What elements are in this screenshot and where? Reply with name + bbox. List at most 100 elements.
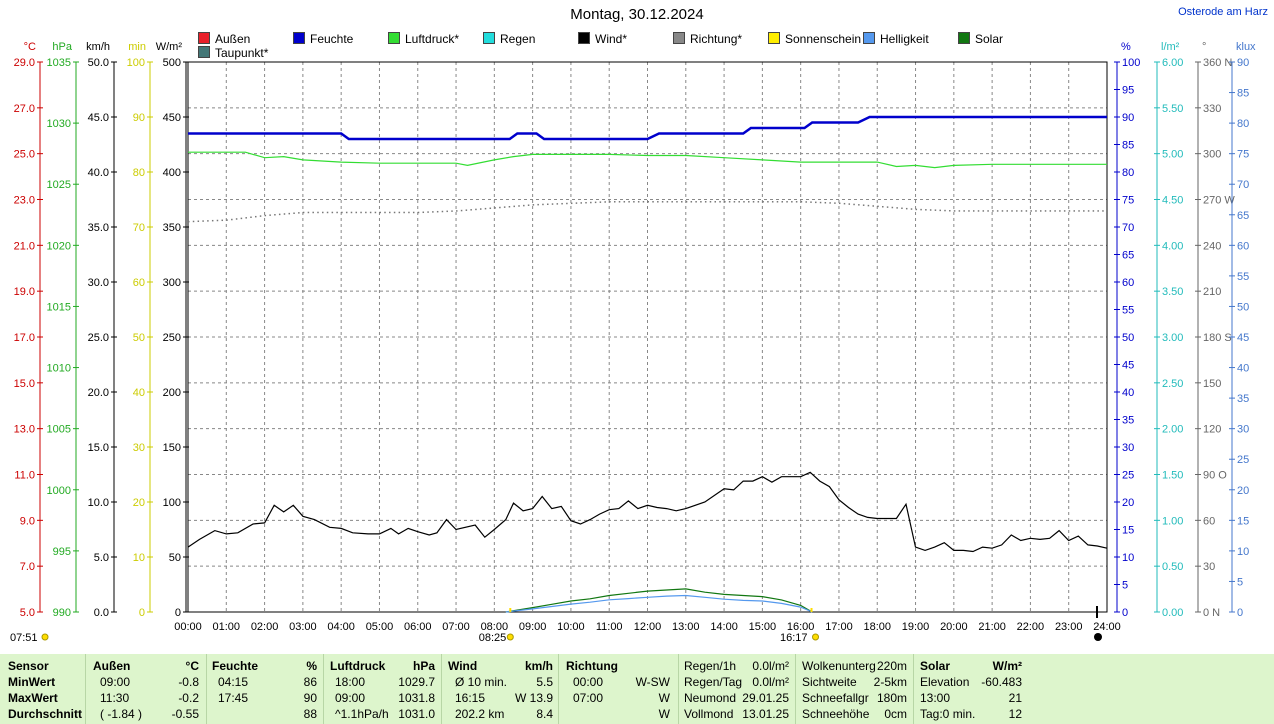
stats-cell: 11:30: [100, 691, 130, 705]
axis-tick-label: 1015: [47, 301, 71, 313]
legend-label: Außen: [215, 32, 251, 46]
axis-tick-label: 10: [1122, 552, 1134, 564]
series-richtung-point: [733, 201, 736, 203]
axis-tick-label: 17.0: [14, 332, 35, 344]
axis-tick-label: 80: [1237, 118, 1249, 130]
series-richtung-point: [958, 210, 961, 212]
series-luftdruck: [188, 151, 1107, 169]
axis-unit-label: klux: [1236, 41, 1256, 53]
series-richtung-point: [824, 201, 827, 204]
series-richtung-point: [317, 211, 319, 214]
series-richtung-point: [465, 209, 468, 211]
stats-divider: [558, 654, 559, 724]
series-richtung-point: [882, 205, 884, 208]
series-richtung-point: [714, 201, 717, 203]
axis-tick-label: 1035: [47, 57, 71, 69]
series-richtung-point: [719, 201, 721, 203]
series-richtung-point: [523, 204, 525, 207]
series-richtung-point: [1068, 210, 1071, 212]
series-richtung-point: [915, 208, 918, 211]
series-richtung-point: [671, 201, 673, 203]
axis-tick-label: 80: [133, 167, 145, 179]
series-richtung-point: [235, 218, 238, 220]
stats-cell: 1031.8: [398, 691, 435, 705]
axis-tick-label: 50.0: [88, 57, 109, 69]
series-richtung-point: [412, 211, 415, 214]
stats-header: Luftdruck: [330, 659, 386, 673]
series-richtung-point: [910, 208, 913, 210]
axis-tick-label: 450: [163, 112, 181, 124]
series-richtung-point: [484, 207, 487, 210]
series-richtung-point: [743, 201, 745, 203]
axis-tick-label: 70: [133, 222, 145, 234]
stats-divider: [678, 654, 679, 724]
axis-tick-label: 70: [1237, 179, 1249, 191]
series-richtung-point: [771, 201, 774, 203]
series-richtung-point: [393, 211, 396, 214]
stats-cell: 13:00: [920, 691, 951, 705]
stats-header: Außen: [93, 659, 131, 673]
series-richtung-point: [901, 207, 903, 210]
series-richtung-point: [987, 210, 989, 212]
series-solar: [505, 588, 813, 613]
axis-tick-label: 2.50: [1162, 378, 1183, 390]
series-richtung-point: [479, 208, 482, 210]
moon-icon: [1094, 633, 1102, 641]
stats-divider: [441, 654, 442, 724]
series-richtung-point: [704, 201, 707, 203]
axis-tick-label: 60: [133, 277, 145, 289]
sunrise-time: 07:51: [10, 632, 38, 644]
series-richtung-point: [494, 207, 496, 209]
series-richtung-point: [1092, 210, 1095, 212]
series-richtung-point: [513, 205, 515, 208]
series-richtung-point: [594, 201, 597, 204]
axis-tick-label: 85: [1237, 88, 1249, 100]
series-richtung-point: [996, 210, 999, 212]
axis-tick-label: 45: [1122, 360, 1134, 372]
series-richtung-point: [795, 201, 798, 203]
legend-label: Luftdruck*: [405, 32, 460, 46]
axis-tick-label: 1000: [47, 485, 71, 497]
series-richtung-point: [369, 211, 372, 214]
series-richtung-point: [1044, 210, 1047, 212]
axis-tick-label: 180 S: [1203, 332, 1232, 344]
axis-tick-label: 1.00: [1162, 515, 1183, 527]
axis-tick-label: 90 O: [1203, 470, 1227, 482]
axis-tick-label: 400: [163, 167, 181, 179]
stats-cell: 2-5km: [873, 675, 907, 689]
series-richtung-point: [949, 210, 951, 212]
axis-tick-label: 330: [1203, 103, 1221, 115]
axis-tick-label: 120: [1203, 424, 1221, 436]
axis-tick-label: 25: [1237, 454, 1249, 466]
stats-cell: 18:00: [335, 675, 366, 689]
weather-chart: °C 29.0 27.0 25.0 23.0 21.0 19.0 17.0 15.0 13.0 11…: [10, 41, 1256, 644]
axis-tick-label: 0.50: [1162, 561, 1183, 573]
series-richtung-point: [728, 201, 731, 203]
axis-tick-label: 55: [1122, 305, 1134, 317]
series-richtung-point: [748, 201, 750, 203]
stats-cell: 5.5: [536, 675, 553, 689]
axis-tick-label: 1030: [47, 118, 71, 130]
series-richtung-point: [245, 217, 247, 219]
series-richtung-point: [345, 211, 348, 214]
stats-cell: 21: [1008, 691, 1022, 705]
series-richtung-point: [1039, 210, 1042, 212]
legend-label: Sonnenschein: [785, 32, 862, 46]
series-richtung-point: [355, 211, 358, 214]
series-richtung-point: [1063, 210, 1066, 212]
series-richtung-point: [604, 201, 606, 203]
series-richtung-point: [791, 201, 793, 203]
series-richtung-point: [422, 211, 425, 214]
axis-tick-label: 0: [1122, 607, 1128, 619]
series-richtung-point: [867, 204, 870, 207]
axis-tick-label: 350: [163, 222, 181, 234]
station-link[interactable]: Osterode am Harz: [1178, 6, 1268, 18]
series-richtung-point: [1097, 210, 1099, 212]
series-richtung-point: [255, 215, 257, 218]
stats-cell: -60.483: [981, 675, 1022, 689]
axis-tick-label: 210: [1203, 286, 1221, 298]
sunrise-marker-label: 08:25: [479, 632, 507, 644]
x-tick-label: 03:00: [289, 621, 317, 633]
stats-cell: Regen/1h: [684, 659, 737, 673]
series-richtung-point: [709, 201, 712, 203]
